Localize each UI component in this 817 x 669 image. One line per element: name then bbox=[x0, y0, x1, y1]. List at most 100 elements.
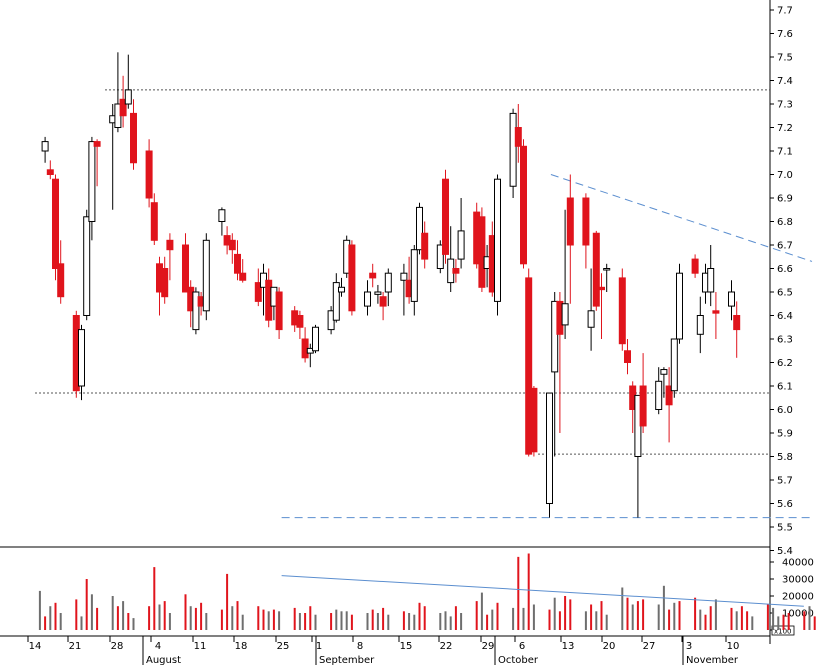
candle-body bbox=[369, 272, 377, 279]
candle-body bbox=[442, 178, 449, 255]
candle-body bbox=[218, 209, 226, 222]
price-tick-label: 7.0 bbox=[777, 170, 793, 181]
candle-body bbox=[166, 239, 174, 251]
candle bbox=[384, 268, 392, 307]
candle-body bbox=[551, 300, 559, 373]
candle-body bbox=[234, 253, 241, 274]
price-tick-label: 5.8 bbox=[777, 452, 793, 463]
candle bbox=[202, 233, 210, 321]
candle bbox=[561, 209, 569, 339]
candle-body bbox=[707, 268, 715, 293]
candle-body bbox=[478, 216, 486, 288]
volume-trendline bbox=[281, 575, 804, 607]
candle bbox=[348, 240, 356, 316]
candle-body bbox=[374, 291, 382, 295]
chart-frame bbox=[0, 0, 771, 644]
candle bbox=[312, 324, 319, 354]
day-tick-label: 10 bbox=[727, 641, 740, 652]
candle-body bbox=[587, 310, 595, 328]
candle-body bbox=[639, 385, 647, 427]
candle bbox=[369, 263, 377, 288]
volume-axis: 400003000020000100000x100 bbox=[770, 558, 814, 637]
candle bbox=[582, 193, 590, 269]
candle-body bbox=[46, 169, 54, 176]
candle bbox=[364, 280, 371, 316]
candle bbox=[145, 139, 153, 208]
candle-body bbox=[436, 244, 444, 269]
price-tick-label: 5.7 bbox=[777, 476, 793, 487]
candle bbox=[494, 174, 501, 316]
candle-body bbox=[400, 272, 408, 281]
candle-body bbox=[676, 272, 683, 340]
candle bbox=[88, 136, 96, 241]
price-tick-label: 6.3 bbox=[777, 335, 793, 346]
candle-body bbox=[494, 178, 501, 302]
candle bbox=[442, 169, 449, 264]
candle bbox=[520, 139, 527, 269]
candle bbox=[119, 75, 127, 128]
day-tick-label: 27 bbox=[643, 641, 656, 652]
candle bbox=[665, 367, 673, 443]
candle-body bbox=[530, 387, 538, 453]
candle bbox=[52, 174, 59, 281]
candle bbox=[733, 301, 741, 358]
candle-body bbox=[421, 232, 429, 260]
candle-body bbox=[665, 385, 673, 406]
volume-tick-label: 20000 bbox=[782, 592, 814, 603]
candle-body bbox=[592, 232, 600, 307]
candle bbox=[421, 221, 429, 269]
candle bbox=[374, 284, 382, 304]
candle bbox=[618, 268, 626, 351]
day-tick-label: 4 bbox=[155, 641, 161, 652]
candle-body bbox=[228, 239, 236, 251]
candle-body bbox=[364, 291, 371, 307]
candle bbox=[239, 259, 247, 283]
candle bbox=[696, 296, 704, 354]
candle bbox=[400, 263, 408, 316]
candle bbox=[457, 198, 465, 269]
candle bbox=[566, 174, 574, 304]
day-tick-label: 8 bbox=[357, 641, 363, 652]
candle bbox=[379, 292, 387, 321]
price-tick-label: 7.7 bbox=[777, 6, 793, 17]
candle-body bbox=[161, 268, 169, 298]
candle-body bbox=[452, 268, 460, 274]
day-tick-label: 20 bbox=[603, 641, 616, 652]
candle bbox=[57, 240, 65, 304]
volume-unit-label: x100 bbox=[774, 628, 792, 636]
candle bbox=[83, 209, 91, 321]
candle bbox=[332, 273, 340, 323]
candle-body bbox=[254, 282, 262, 302]
candle-body bbox=[130, 112, 137, 164]
volume-tick-label: 10000 bbox=[782, 609, 814, 620]
trendlines bbox=[281, 174, 813, 519]
candle-body bbox=[660, 369, 668, 375]
candle bbox=[166, 233, 174, 281]
candle bbox=[546, 392, 553, 518]
candle-body bbox=[509, 112, 517, 187]
candle-body bbox=[150, 202, 158, 241]
candle bbox=[707, 245, 715, 307]
candle bbox=[525, 268, 533, 457]
candle bbox=[478, 207, 486, 292]
price-tick-label: 7.3 bbox=[777, 100, 793, 111]
month-label: October bbox=[498, 655, 539, 665]
candle bbox=[639, 353, 647, 433]
candle-body bbox=[88, 141, 96, 223]
candle bbox=[436, 240, 444, 274]
candle bbox=[655, 367, 663, 415]
volume-bars bbox=[38, 553, 816, 630]
candle bbox=[150, 193, 158, 245]
candle bbox=[161, 256, 169, 304]
price-tick-label: 6.8 bbox=[777, 217, 793, 228]
candle-body bbox=[712, 310, 720, 314]
candle-body bbox=[119, 98, 127, 117]
candle-body bbox=[52, 178, 59, 269]
trendline bbox=[550, 174, 813, 262]
candle-body bbox=[655, 380, 663, 410]
candle-body bbox=[379, 296, 387, 307]
price-tick-label: 5.9 bbox=[777, 429, 793, 440]
candle-body bbox=[192, 291, 200, 331]
candle bbox=[603, 263, 611, 292]
price-tick-label: 7.2 bbox=[777, 123, 793, 134]
